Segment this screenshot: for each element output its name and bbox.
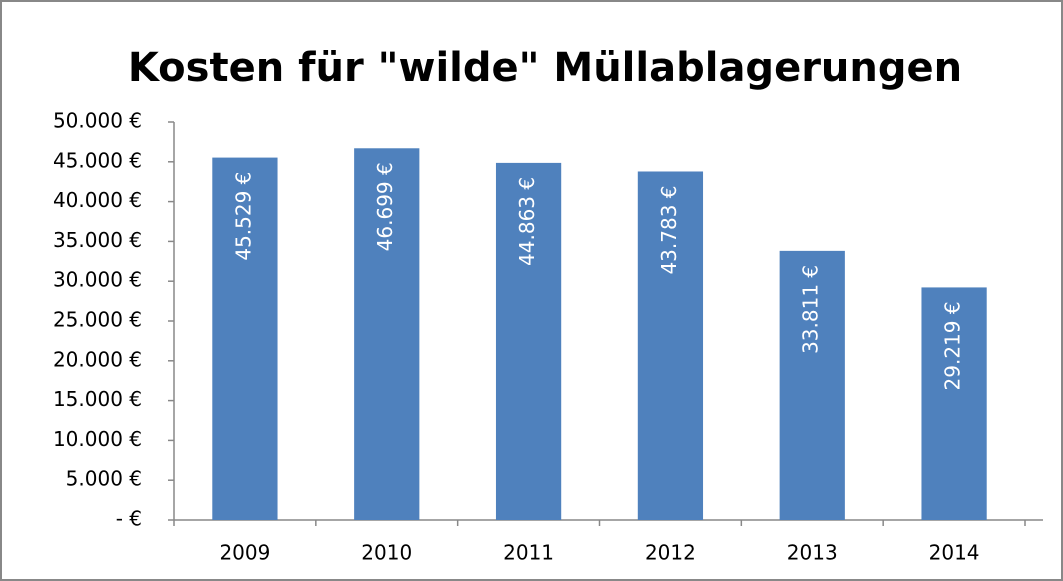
bar	[354, 148, 420, 521]
y-tick-label: 45.000 €	[53, 148, 142, 172]
y-tick-label: 25.000 €	[53, 308, 142, 332]
value-label: 43.783 €	[657, 185, 681, 274]
x-tick-label: 2012	[645, 541, 696, 565]
y-tick-label: 35.000 €	[53, 228, 142, 252]
y-tick-label: - €	[116, 507, 142, 531]
y-tick-label: 30.000 €	[53, 268, 142, 292]
x-tick-label: 2013	[787, 541, 838, 565]
bar	[779, 250, 845, 520]
bar	[637, 171, 704, 521]
x-tick-label: 2009	[219, 541, 270, 565]
y-tick-label: 10.000 €	[53, 427, 142, 451]
chart-title: Kosten für "wilde" Müllablagerungen	[128, 45, 962, 91]
y-tick-label: 50.000 €	[53, 109, 142, 133]
bar	[921, 287, 987, 520]
x-tick-label: 2014	[929, 541, 980, 565]
value-label: 44.863 €	[515, 177, 539, 266]
bar	[212, 157, 278, 520]
value-label: 45.529 €	[231, 172, 255, 261]
x-tick-label: 2011	[503, 541, 554, 565]
value-label: 46.699 €	[373, 162, 397, 251]
bar	[495, 162, 562, 521]
value-label: 29.219 €	[941, 301, 965, 390]
y-tick-label: 5.000 €	[66, 467, 142, 491]
x-tick-label: 2010	[361, 541, 412, 565]
y-tick-label: 40.000 €	[53, 188, 142, 212]
value-label: 33.811 €	[799, 265, 823, 354]
y-tick-label: 20.000 €	[53, 347, 142, 371]
y-tick-label: 15.000 €	[53, 387, 142, 411]
